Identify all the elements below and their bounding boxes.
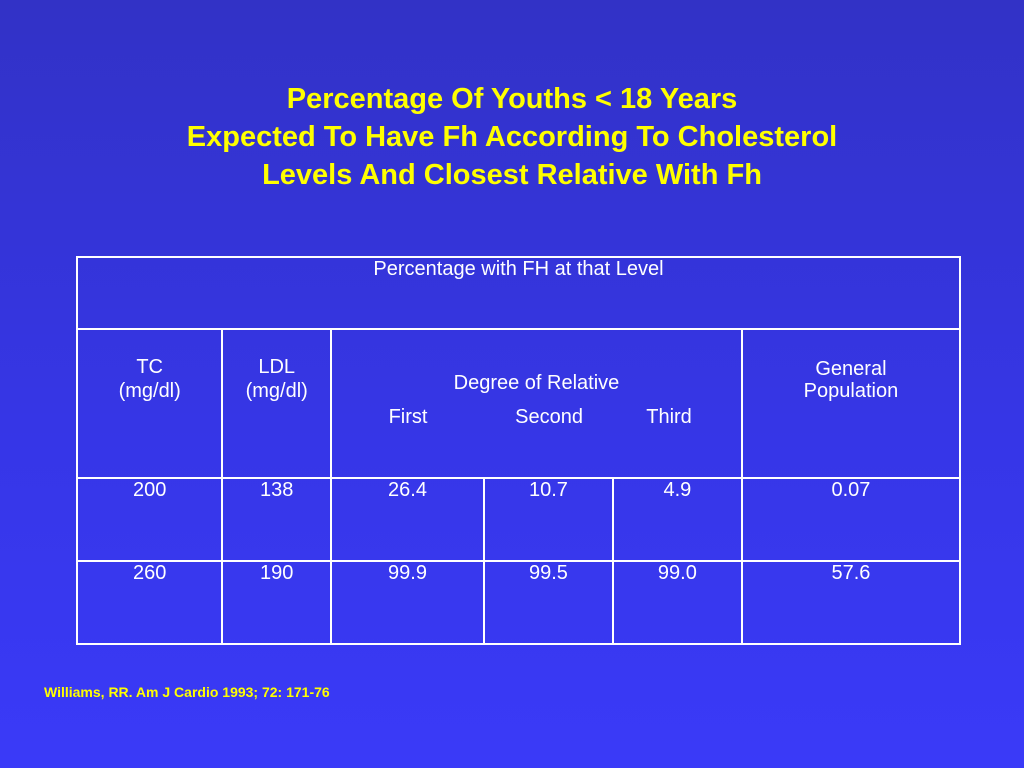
cell-general: 57.6 [740, 560, 962, 645]
general-population-header: General Population [740, 328, 962, 479]
cell-third: 4.9 [611, 477, 743, 562]
ldl-header-unit: (mg/dl) [245, 380, 308, 402]
table-row: 260 190 99.9 99.5 99.0 57.6 [75, 560, 962, 645]
first-degree-label: First [388, 406, 428, 428]
general-population-line-1: General [815, 358, 887, 380]
tc-header: TC (mg/dl) [75, 328, 224, 479]
fh-percentage-table: Percentage with FH at that Level TC (mg/… [75, 256, 962, 645]
second-degree-label: Second [515, 406, 583, 428]
general-population-line-2: Population [803, 380, 899, 402]
ldl-header: LDL (mg/dl) [221, 328, 333, 479]
degree-of-relative-label: Degree of Relative [453, 372, 620, 394]
title-line-1: Percentage Of Youths < 18 Years [286, 83, 738, 115]
title-line-3: Levels And Closest Relative With Fh [262, 159, 762, 191]
citation: Williams, RR. Am J Cardio 1993; 72: 171-… [44, 684, 330, 700]
slide-title: Percentage Of Youths < 18 Years Expected… [0, 80, 1024, 194]
cell-first: 99.9 [330, 560, 485, 645]
cell-ldl: 190 [221, 560, 333, 645]
table-header-row: Percentage with FH at that Level [76, 256, 961, 330]
cell-second: 99.5 [482, 560, 614, 645]
cell-second: 10.7 [482, 477, 614, 562]
tc-header-unit: (mg/dl) [118, 380, 181, 402]
cell-first: 26.4 [330, 477, 485, 562]
title-line-2: Expected To Have Fh According To Cholest… [186, 121, 838, 153]
ldl-header-label: LDL [258, 356, 296, 378]
cell-tc: 200 [75, 477, 224, 562]
cell-ldl: 138 [221, 477, 333, 562]
cell-general: 0.07 [740, 477, 962, 562]
tc-header-label: TC [136, 356, 164, 378]
top-header-label: Percentage with FH at that Level [373, 258, 664, 280]
cell-tc: 260 [75, 560, 224, 645]
table-row: 200 138 26.4 10.7 4.9 0.07 [75, 477, 962, 562]
degree-subheaders: First Second Third [332, 405, 741, 429]
table-column-header-row: TC (mg/dl) LDL (mg/dl) Degree of Relativ… [75, 328, 962, 479]
cell-third: 99.0 [611, 560, 743, 645]
table-top-header: Percentage with FH at that Level [76, 256, 961, 330]
degree-of-relative-header: Degree of Relative First Second Third [330, 328, 743, 479]
third-degree-label: Third [646, 406, 692, 428]
